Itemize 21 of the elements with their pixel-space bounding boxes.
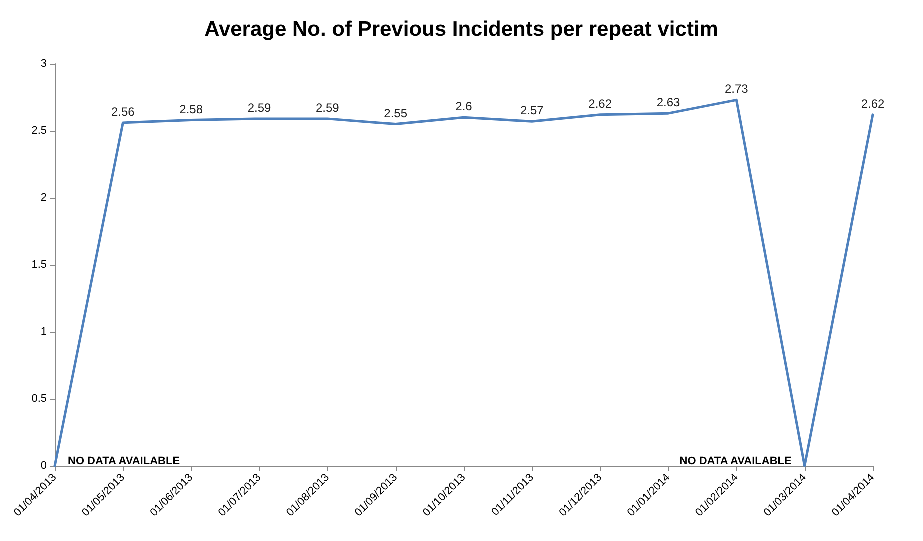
data-label: 2.55 xyxy=(384,106,408,120)
y-tick-label: 2 xyxy=(40,192,47,204)
y-tick-label: 3 xyxy=(40,58,47,70)
annotation: NO DATA AVAILABLE xyxy=(680,456,792,468)
y-tick-label: 1.5 xyxy=(32,259,47,271)
data-label: 2.59 xyxy=(248,100,272,115)
data-label: 2.59 xyxy=(316,100,340,115)
y-tick-label: 0.5 xyxy=(32,393,47,405)
data-label: 2.57 xyxy=(520,104,544,118)
y-tick-label: 1 xyxy=(40,326,47,338)
chart-title: Average No. of Previous Incidents per repeat victim xyxy=(204,18,718,41)
annotation: NO DATA AVAILABLE xyxy=(68,456,180,468)
data-label: 2.62 xyxy=(861,96,885,111)
y-tick-label: 2.5 xyxy=(32,125,47,137)
data-label: 2.62 xyxy=(588,96,612,111)
data-label: 2.56 xyxy=(111,104,136,119)
data-label: 2.73 xyxy=(724,82,749,96)
data-label: 2.58 xyxy=(180,102,204,116)
data-label: 2.6 xyxy=(456,100,473,114)
data-label: 2.63 xyxy=(656,96,680,110)
y-tick-label: 0 xyxy=(40,460,47,472)
